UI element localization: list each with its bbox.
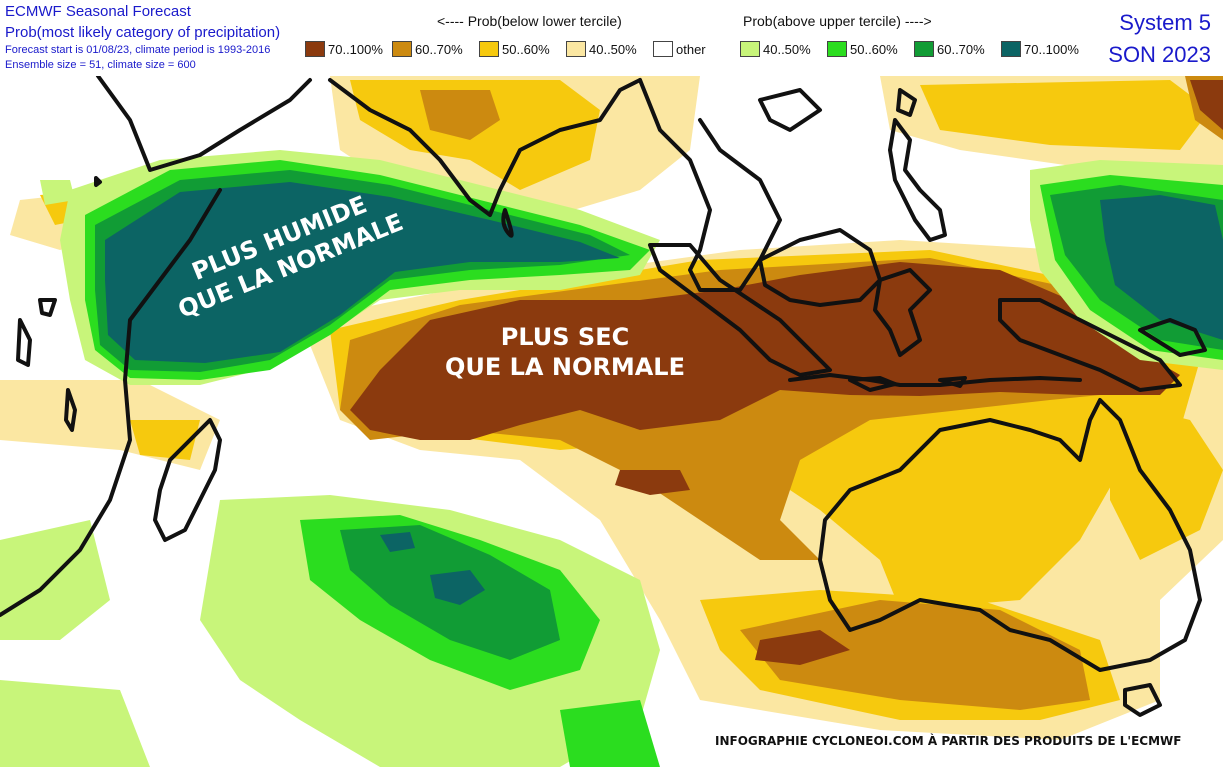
drier-than-normal-label: PLUS SEC QUE LA NORMALE	[445, 322, 685, 382]
legend-label: other	[676, 41, 706, 57]
ensemble-info: Ensemble size = 51, climate size = 600	[5, 59, 196, 71]
legend-swatch	[827, 41, 847, 57]
legend-label: 60..70%	[937, 41, 985, 57]
legend-item-below-60-70: 60..70%	[392, 41, 463, 57]
legend-item-other: other	[653, 41, 706, 57]
legend-item-above-70-100: 70..100%	[1001, 41, 1079, 57]
legend-item-above-50-60: 50..60%	[827, 41, 898, 57]
below-70-100-areas	[350, 80, 1223, 665]
legend-swatch	[740, 41, 760, 57]
legend-item-above-40-50: 40..50%	[740, 41, 811, 57]
legend-label: 50..60%	[502, 41, 550, 57]
precipitation-probability-map	[0, 76, 1223, 767]
legend-item-below-70-100: 70..100%	[305, 41, 383, 57]
legend-swatch	[914, 41, 934, 57]
legend-label: 40..50%	[763, 41, 811, 57]
legend-label: 70..100%	[328, 41, 383, 57]
legend-swatch	[305, 41, 325, 57]
legend-swatch	[479, 41, 499, 57]
legend-label: 50..60%	[850, 41, 898, 57]
legend-item-above-60-70: 60..70%	[914, 41, 985, 57]
legend-label: 70..100%	[1024, 41, 1079, 57]
coastlines	[0, 76, 1207, 717]
legend-item-below-50-60: 50..60%	[479, 41, 550, 57]
legend-below-heading: <---- Prob(below lower tercile)	[437, 13, 622, 29]
map-subtitle: Prob(most likely category of precipitati…	[5, 24, 281, 41]
credit-text: INFOGRAPHIE CYCLONEOI.COM À PARTIR DES P…	[715, 734, 1182, 748]
season-label: SON 2023	[1108, 42, 1211, 67]
legend-item-below-40-50: 40..50%	[566, 41, 637, 57]
legend-label: 60..70%	[415, 41, 463, 57]
legend-label: 40..50%	[589, 41, 637, 57]
above-70-100-areas	[105, 182, 1223, 605]
dry-label-line2: QUE LA NORMALE	[445, 353, 685, 381]
forecast-info: Forecast start is 01/08/23, climate peri…	[5, 44, 271, 56]
dry-label-line1: PLUS SEC	[500, 323, 630, 351]
system-label: System 5	[1119, 10, 1211, 35]
legend-above-heading: Prob(above upper tercile) ---->	[743, 13, 932, 29]
legend-swatch	[1001, 41, 1021, 57]
legend-swatch	[392, 41, 412, 57]
legend-swatch	[653, 41, 673, 57]
map-title: ECMWF Seasonal Forecast	[5, 3, 191, 20]
map-header: ECMWF Seasonal Forecast Prob(most likely…	[0, 0, 1223, 76]
legend-swatch	[566, 41, 586, 57]
